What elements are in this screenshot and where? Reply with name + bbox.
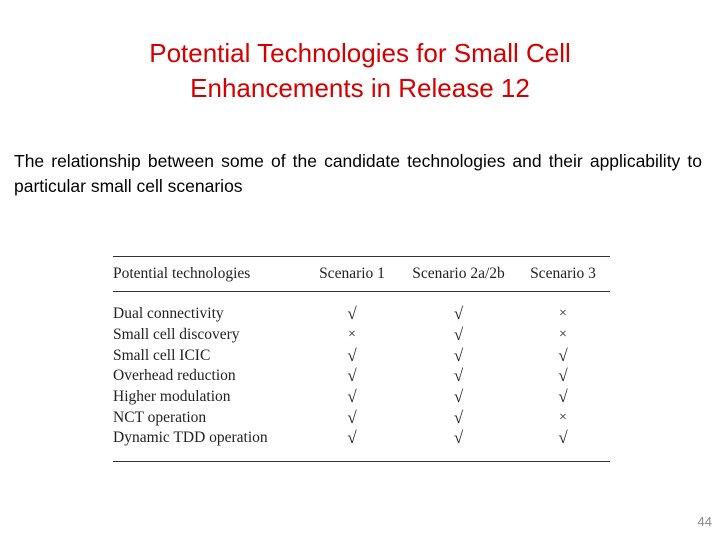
scenario-2-mark: √ — [453, 428, 464, 448]
scenario-2-mark: √ — [453, 304, 464, 324]
header-scenario-1: Scenario 1 — [319, 265, 385, 282]
header-scenario-3: Scenario 3 — [530, 265, 596, 282]
tech-name: Overhead reduction — [113, 367, 236, 385]
tech-name: Higher modulation — [113, 388, 231, 406]
tech-name: Dual connectivity — [113, 305, 224, 323]
table-row: NCT operation √ √ × — [113, 407, 610, 428]
table-bottom-rule — [113, 460, 610, 462]
tech-name: Dynamic TDD operation — [113, 429, 268, 447]
scenario-1-mark: × — [348, 327, 356, 343]
intro-paragraph: The relationship between some of the can… — [14, 151, 702, 196]
scenario-3-mark: × — [559, 409, 567, 425]
scenario-3-mark: × — [559, 327, 567, 343]
slide-title-line-2: Enhancements in Release 12 — [190, 73, 530, 103]
table-row: Higher modulation √ √ √ — [113, 387, 610, 408]
table-header-rule — [113, 291, 610, 292]
table-top-rule — [113, 256, 610, 257]
scenario-1-mark: √ — [347, 304, 357, 324]
table-row: Small cell ICIC √ √ √ — [113, 345, 610, 366]
table-header-row: Potential technologies Scenario 1 Scenar… — [113, 257, 610, 291]
scenario-2-mark: √ — [453, 345, 464, 365]
slide-title-line-1: Potential Technologies for Small Cell — [149, 38, 571, 68]
header-scenario-2a-2b: Scenario 2a/2b — [412, 265, 505, 282]
scenario-1-mark: √ — [347, 407, 357, 427]
scenario-1-mark: √ — [347, 345, 357, 365]
scenario-3-mark: √ — [558, 387, 568, 407]
scenario-2-mark: √ — [453, 407, 464, 427]
slide-title: Potential Technologies for Small Cell En… — [0, 36, 720, 106]
scenario-3-mark: √ — [558, 345, 568, 365]
scenario-2-mark: √ — [453, 366, 464, 386]
scenario-1-mark: √ — [347, 387, 357, 407]
header-potential-technologies: Potential technologies — [113, 265, 251, 282]
scenario-1-mark: √ — [347, 428, 357, 448]
scenario-2-mark: √ — [453, 387, 464, 407]
table-row: Small cell discovery × √ × — [113, 325, 610, 346]
table-row: Dual connectivity √ √ × — [113, 304, 610, 325]
tech-name: Small cell ICIC — [113, 346, 211, 364]
table-row: Overhead reduction √ √ √ — [113, 366, 610, 387]
scenario-3-mark: × — [559, 306, 567, 322]
tech-name: Small cell discovery — [113, 326, 240, 344]
technology-scenario-table: Potential technologies Scenario 1 Scenar… — [113, 256, 610, 462]
tech-name: NCT operation — [113, 408, 207, 426]
scenario-3-mark: √ — [558, 366, 568, 386]
table-row: Dynamic TDD operation √ √ √ — [113, 428, 610, 449]
scenario-3-mark: √ — [558, 428, 568, 448]
table-body: Dual connectivity √ √ × Small cell disco… — [113, 292, 610, 461]
scenario-1-mark: √ — [347, 366, 357, 386]
scenario-2-mark: √ — [453, 325, 464, 345]
page-number: 44 — [697, 514, 712, 529]
